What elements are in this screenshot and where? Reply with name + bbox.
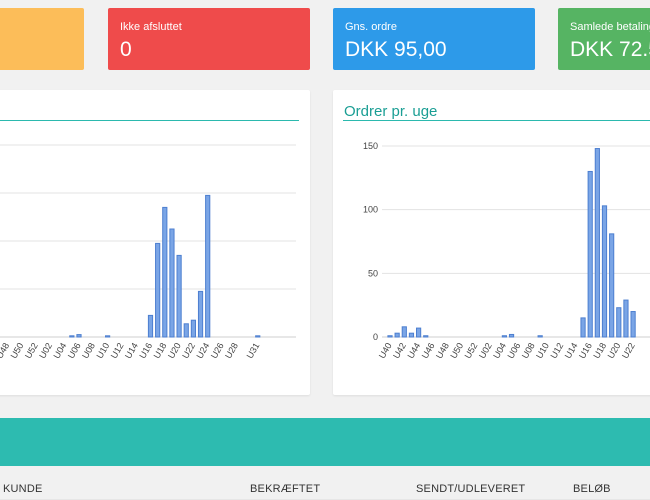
x-tick-label: U48 <box>0 341 11 360</box>
bar <box>609 233 615 338</box>
x-tick-label: U24 <box>195 341 212 360</box>
bar <box>197 290 204 338</box>
y-tick-label: 50 <box>368 268 378 278</box>
x-tick-label: U18 <box>152 341 169 360</box>
x-tick-label: U26 <box>209 341 226 360</box>
bar-chart-left: U48U50U52U02U04U06U08U10U12U14U16U18U20U… <box>0 144 296 360</box>
bar <box>501 335 508 338</box>
bar <box>169 228 175 338</box>
stat-card-label: Ikke afsluttet <box>120 21 182 33</box>
x-tick-label: U08 <box>520 341 537 360</box>
bar <box>401 326 407 338</box>
bar <box>416 327 422 338</box>
x-tick-label: U52 <box>463 341 480 360</box>
x-tick-label: U18 <box>591 341 608 360</box>
x-tick-label: U06 <box>66 341 83 360</box>
panel-title-rule <box>343 120 650 121</box>
x-tick-label: U02 <box>37 341 54 360</box>
x-tick-label: U10 <box>94 341 111 360</box>
bar <box>255 335 261 338</box>
bar <box>587 170 593 338</box>
bar <box>580 317 586 338</box>
bar <box>190 319 197 338</box>
bar <box>155 242 161 338</box>
x-tick-label: U06 <box>506 341 523 360</box>
bar <box>105 335 111 338</box>
x-tick-label: U20 <box>166 341 183 360</box>
x-tick-label: U20 <box>606 341 623 360</box>
x-tick-label: U31 <box>245 341 262 360</box>
x-tick-label: U12 <box>548 341 565 360</box>
x-tick-label: U28 <box>223 341 240 360</box>
bar <box>616 307 622 338</box>
bar <box>623 299 629 338</box>
x-tick-label: U50 <box>9 341 26 360</box>
y-tick-label: 100 <box>363 205 378 215</box>
bar <box>205 194 211 338</box>
column-header-bekraeftet[interactable]: BEKRÆFTET <box>250 483 321 495</box>
x-tick-label: U02 <box>477 341 494 360</box>
x-tick-label: U10 <box>534 341 551 360</box>
bar <box>508 333 515 338</box>
x-tick-label: U46 <box>420 341 437 360</box>
x-tick-label: U04 <box>52 341 69 360</box>
bar <box>394 332 400 338</box>
table-header-bar <box>0 418 650 466</box>
stat-card-value: DKK 95,00 <box>345 38 447 61</box>
stat-card-ikke-afsluttet: Ikke afsluttet 0 <box>108 8 310 70</box>
stat-card-gns-ordre: Gns. ordre DKK 95,00 <box>333 8 535 70</box>
x-tick-label: U16 <box>137 341 154 360</box>
x-tick-label: U44 <box>405 341 422 360</box>
x-tick-label: U22 <box>180 341 197 360</box>
bar <box>594 148 600 338</box>
bar <box>387 335 393 338</box>
bar <box>76 334 82 338</box>
chart-panel-orders-per-week: Ordrer pr. uge 0 50 100 150 U40 U42 U44 U46 U48 U… <box>333 90 650 395</box>
bar <box>630 311 636 338</box>
y-tick-label: 150 <box>363 141 378 151</box>
stat-card-samlede-betalinger: Samlede betalinger DKK 72.5 <box>558 8 650 70</box>
bar <box>537 335 543 338</box>
x-tick-label: U40 <box>377 341 394 360</box>
column-header-kunde[interactable]: KUNDE <box>3 483 43 495</box>
bar <box>162 206 168 338</box>
bar <box>183 323 189 338</box>
x-tick-label: U50 <box>448 341 465 360</box>
column-header-belob[interactable]: BELØB <box>573 483 611 495</box>
x-tick-label: U22 <box>620 341 637 360</box>
stat-card-value: 0 <box>120 38 132 61</box>
x-tick-label: U12 <box>109 341 126 360</box>
x-tick-label: U14 <box>123 341 140 360</box>
bar <box>601 205 608 338</box>
x-tick-label: U04 <box>491 341 508 360</box>
x-tick-label: U52 <box>23 341 40 360</box>
stat-card-value: DKK 72.5 <box>570 38 650 61</box>
x-tick-label: U14 <box>563 341 580 360</box>
stat-card-yellow <box>0 8 84 70</box>
bar <box>423 335 429 338</box>
x-tick-label: U48 <box>434 341 451 360</box>
bar <box>147 314 154 338</box>
column-header-sendt-udleveret[interactable]: SENDT/UDLEVERET <box>416 483 526 495</box>
stat-card-label: Gns. ordre <box>345 21 397 33</box>
chart-panel-left: U48 U50 U52 U02 U04 U06 U08 U10 U12 U14 U16 U18 U20 U… <box>0 90 310 395</box>
x-tick-label: U08 <box>80 341 97 360</box>
bar <box>69 335 75 338</box>
x-tick-label: U42 <box>391 341 408 360</box>
x-tick-label: U16 <box>577 341 594 360</box>
stat-card-label: Samlede betalinger <box>570 21 650 33</box>
y-tick-label: 0 <box>373 332 378 342</box>
bar-chart-orders-per-week: 050100150U40U42U44U46U48U50U52U02U04U06U… <box>363 141 650 360</box>
bar <box>176 254 182 338</box>
bar <box>408 332 415 338</box>
panel-title-rule <box>0 120 299 121</box>
panel-title: Ordrer pr. uge <box>344 103 438 120</box>
